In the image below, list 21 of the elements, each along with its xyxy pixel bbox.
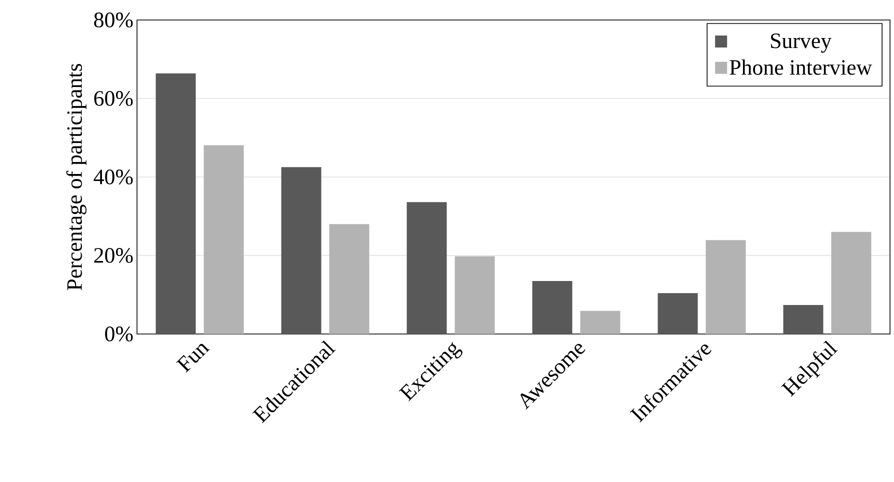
bar	[329, 224, 370, 334]
bar	[281, 167, 322, 334]
bar	[831, 232, 872, 334]
y-axis-title: Percentage of participants	[66, 64, 86, 290]
bar	[532, 280, 572, 334]
y-tick-label: 80%	[94, 12, 133, 28]
x-tick-label: Fun	[176, 344, 210, 373]
bar	[658, 293, 698, 334]
bar	[204, 145, 244, 334]
y-tick-label: 20%	[94, 248, 133, 263]
bar	[783, 304, 824, 334]
bar	[406, 202, 447, 334]
bar	[454, 256, 495, 334]
legend-label: Phone interview	[730, 59, 872, 75]
y-tick-label: 40%	[94, 170, 133, 184]
y-tick-label: 0%	[105, 326, 133, 342]
bar	[156, 73, 196, 334]
bar	[580, 310, 620, 334]
legend-label: Survey	[771, 33, 832, 53]
y-tick-label: 60%	[94, 91, 133, 106]
bar	[706, 240, 746, 334]
